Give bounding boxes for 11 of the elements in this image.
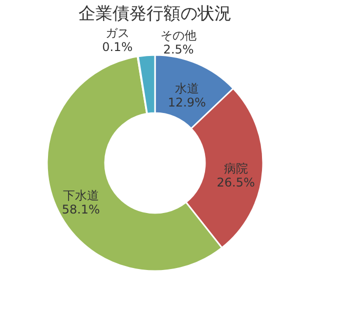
chart-title: 企業債発行額の状況 [78,4,232,24]
data-label: 2.5% [163,42,194,56]
data-label: 0.1% [102,40,133,54]
data-label: 58.1% [62,202,100,217]
slice-label: 下水道 [62,188,99,203]
data-label: 12.9% [168,96,206,110]
data-label: 26.5% [216,176,255,190]
slice-label: ガス [105,26,130,40]
slice-label: 病院 [224,162,248,176]
slice-label: その他 [160,28,197,42]
slice-label: 水道 [174,82,199,96]
